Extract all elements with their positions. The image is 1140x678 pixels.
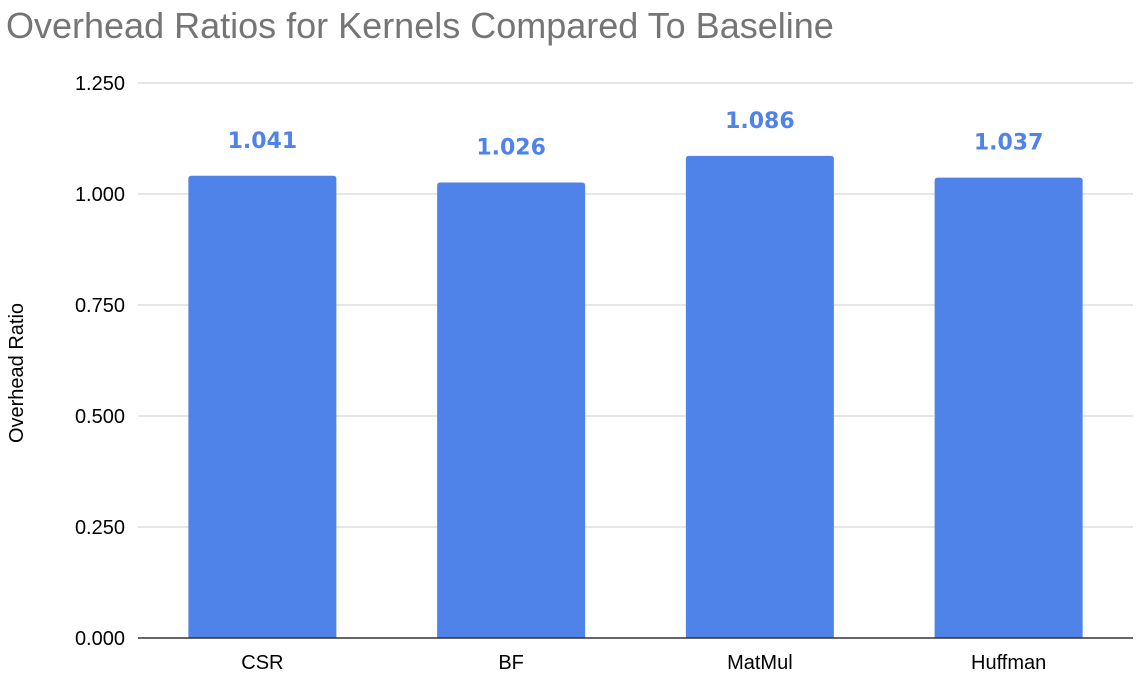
y-tick-label: 1.250 (75, 73, 125, 95)
x-tick-label-huffman: Huffman (971, 652, 1046, 674)
data-label-bf: 1.026 (476, 135, 546, 160)
data-label-matmul: 1.086 (725, 109, 795, 134)
y-tick-label: 1.000 (75, 184, 125, 206)
x-tick-label-matmul: MatMul (727, 652, 793, 674)
y-tick-label: 0.750 (75, 295, 125, 317)
x-tick-label-bf: BF (498, 652, 524, 674)
bar-bf (437, 182, 586, 638)
y-tick-label: 0.500 (75, 406, 125, 428)
chart-title: Overhead Ratios for Kernels Compared To … (6, 5, 834, 46)
bars (188, 155, 1083, 639)
x-tick-label-csr: CSR (241, 652, 283, 674)
data-label-csr: 1.041 (228, 129, 298, 154)
y-tick-label: 0.000 (75, 628, 125, 650)
y-axis-label: Overhead Ratio (6, 303, 28, 443)
bar-huffman (934, 177, 1083, 638)
x-axis-categories: CSR BF MatMul Huffman (241, 652, 1046, 674)
y-axis-ticks: 0.000 0.250 0.500 0.750 1.000 1.250 (75, 73, 125, 650)
y-tick-label: 0.250 (75, 517, 125, 539)
bar-matmul (685, 155, 834, 639)
bar-csr (188, 175, 337, 638)
data-labels: 1.041 1.026 1.086 1.037 (228, 109, 1044, 161)
data-label-huffman: 1.037 (974, 131, 1044, 156)
